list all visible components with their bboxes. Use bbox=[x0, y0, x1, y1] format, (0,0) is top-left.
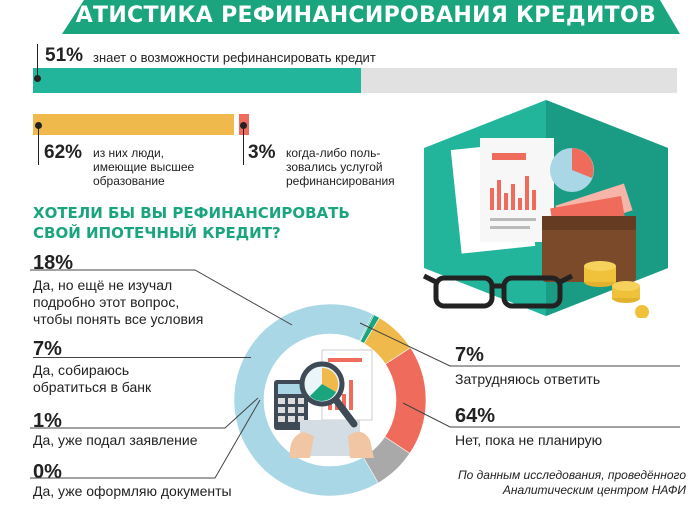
higher-ed-pct: 62% bbox=[44, 142, 83, 163]
top-bar-fill bbox=[33, 68, 362, 93]
label-7-left-text: Да, собираюсь обратиться в банк bbox=[33, 362, 152, 395]
label-1-text: Да, уже подал заявление bbox=[33, 432, 198, 448]
label-7-left-pct: 7% bbox=[33, 338, 62, 360]
top-bar-marker-dot bbox=[34, 75, 41, 82]
label-7-right-text: Затрудняюсь ответить bbox=[455, 371, 601, 387]
donut-slice-7-pct bbox=[362, 436, 411, 484]
used-pct: 3% bbox=[248, 142, 276, 163]
label-0-text: Да, уже оформляю документы bbox=[33, 483, 232, 499]
label-18-pct: 18% bbox=[33, 252, 74, 274]
page-title: СТАТИСТИКА РЕФИНАНСИРОВАНИЯ КРЕДИТОВ bbox=[43, 3, 657, 28]
donut-chart bbox=[233, 303, 427, 497]
leader-line-18 bbox=[30, 269, 293, 326]
label-64-pct: 64% bbox=[455, 405, 496, 427]
magnifier-illustration-icon bbox=[274, 349, 374, 458]
used-label: когда-либо поль- зовались услугой рефина… bbox=[286, 146, 395, 188]
top-bar-marker bbox=[37, 44, 38, 78]
used-marker bbox=[243, 125, 244, 165]
leader-line-1 bbox=[30, 397, 259, 429]
higher-ed-label: из них люди, имеющие высшее образование bbox=[93, 146, 195, 188]
label-64-text: Нет, пока не планирую bbox=[455, 432, 603, 448]
leader-line-64 bbox=[402, 402, 680, 428]
question-title: ХОТЕЛИ БЫ ВЫ РЕФИНАНСИРОВАТЬ СВОЙ ИПОТЕЧ… bbox=[33, 204, 350, 242]
used-marker-dot bbox=[240, 122, 247, 129]
leader-line-7-left bbox=[33, 357, 251, 358]
label-7-right-pct: 7% bbox=[455, 344, 484, 366]
money-illustration-icon bbox=[422, 100, 668, 318]
higher-ed-bar bbox=[33, 114, 234, 135]
higher-ed-marker-dot bbox=[35, 122, 42, 129]
leader-line-7-right bbox=[359, 322, 680, 367]
higher-ed-marker bbox=[38, 125, 39, 165]
top-bar-pct: 51% bbox=[45, 45, 84, 66]
header-banner bbox=[62, 0, 680, 34]
leader-line-0 bbox=[30, 399, 261, 479]
label-1-pct: 1% bbox=[33, 410, 62, 432]
top-bar-label: знает о возможности рефинансировать кред… bbox=[93, 50, 376, 65]
donut-slice-64-pct bbox=[233, 303, 380, 497]
label-18-text: Да, но ещё не изучал подробно этот вопро… bbox=[33, 277, 204, 327]
source-note: По данным исследования, проведённого Ана… bbox=[457, 468, 686, 497]
